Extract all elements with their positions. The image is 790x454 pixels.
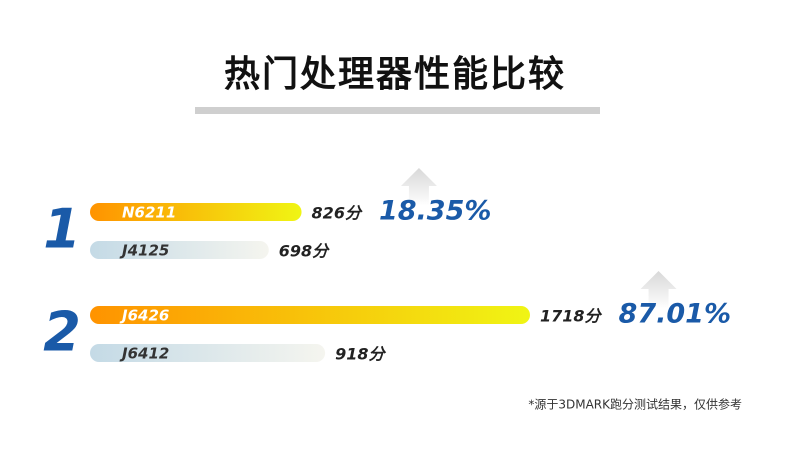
gain-label: 18.35% <box>379 196 491 227</box>
bar-name: J6426 <box>119 307 169 325</box>
gain-arrow <box>400 168 437 206</box>
title-underline <box>195 107 600 114</box>
value-label: 826分 <box>312 204 363 223</box>
bar-name: J6412 <box>119 345 169 363</box>
bar <box>90 241 269 259</box>
bar-name: J4125 <box>119 242 169 260</box>
footnote: *源于3DMARK跑分测试结果，仅供参考 <box>528 397 742 412</box>
rank-number: 1 <box>43 198 81 261</box>
gain-label: 87.01% <box>619 299 731 330</box>
value-label: 1718分 <box>540 307 603 326</box>
bar <box>90 306 530 324</box>
bar <box>90 344 326 362</box>
rank-number: 2 <box>43 301 81 364</box>
bar-name: N6211 <box>122 204 176 222</box>
value-label: 918分 <box>335 345 386 364</box>
bar <box>90 203 302 221</box>
value-label: 698分 <box>279 242 330 261</box>
chart-title: 热门处理器性能比较 <box>224 54 566 95</box>
gain-arrow <box>640 271 677 309</box>
